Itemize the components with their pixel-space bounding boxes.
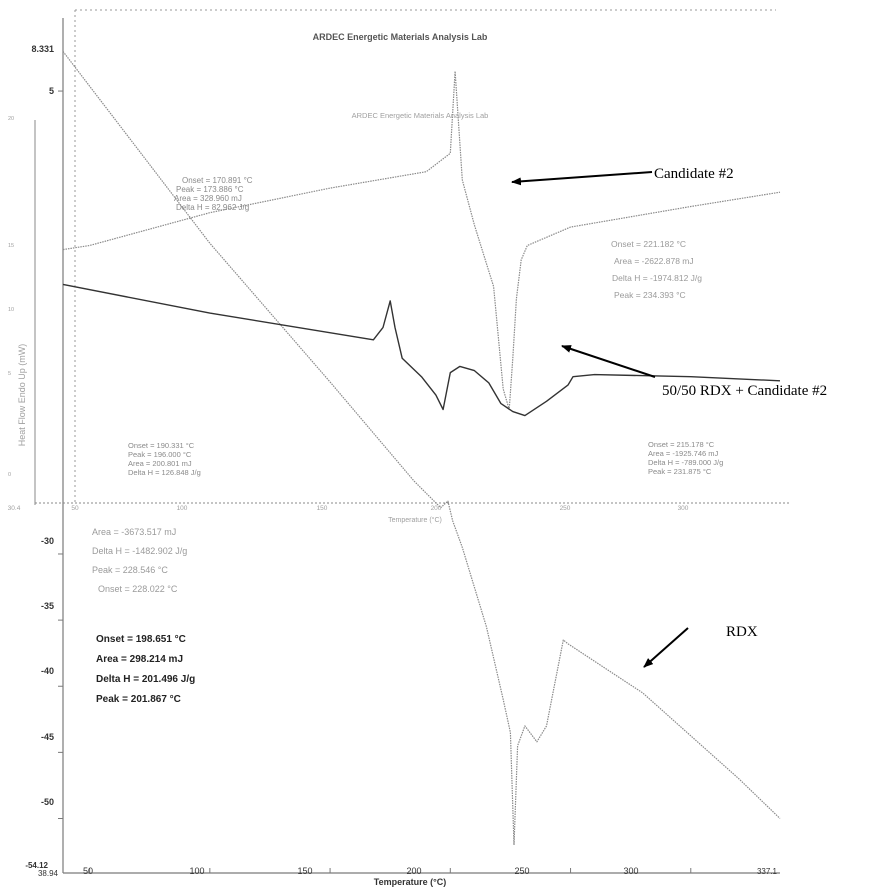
y-tick-label: -40 xyxy=(41,666,54,676)
annotation-line: Area = -3673.517 mJ xyxy=(92,527,176,537)
y-tick-label: -50 xyxy=(41,797,54,807)
mix-label: 50/50 RDX + Candidate #2 xyxy=(662,383,827,399)
annotation-line: Onset = 198.651 °C xyxy=(96,634,186,645)
annotation-line: Onset = 221.182 °C xyxy=(611,239,686,249)
annotation-line: Peak = 196.000 °C xyxy=(128,450,192,459)
inner-y-tick-label: 15 xyxy=(8,243,14,249)
annotation-rdx-endo: Onset = 198.651 °C Area = 298.214 mJ Del… xyxy=(96,634,195,705)
rdx-arrow xyxy=(643,627,689,668)
annotation-line: Area = 298.214 mJ xyxy=(96,654,183,665)
inner-y-tick-labels: 20 15 10 5 0 xyxy=(8,116,14,478)
inner-y-axis-label: Heat Flow Endo Up (mW) xyxy=(17,344,27,447)
inner-y-tick-label: 10 xyxy=(8,307,14,313)
annotation-line: Peak = 234.393 °C xyxy=(614,290,686,300)
y-tick-labels: 8.331 5 -30 -35 -40 -45 -50 -54.12 xyxy=(25,44,54,870)
inner-x-tick-label: 150 xyxy=(317,505,328,512)
inner-x-tick-label: 50 xyxy=(71,505,79,512)
y-tick-label: 8.331 xyxy=(31,44,54,54)
annotation-line: Peak = 231.875 °C xyxy=(648,467,712,476)
inner-x-tick-labels: 30.4 50 100 150 200 250 300 xyxy=(8,505,689,512)
annotation-line: Onset = 170.891 °C xyxy=(182,176,253,185)
annotation-mix-endo: Onset = 190.331 °C Peak = 196.000 °C Are… xyxy=(128,441,201,477)
inner-x-tick-label: 30.4 xyxy=(8,505,21,512)
y-tick-label: -35 xyxy=(41,601,54,611)
x-axis-label: Temperature (°C) xyxy=(374,877,446,887)
mix-arrow xyxy=(561,345,656,378)
y-tick-label: 5 xyxy=(49,86,54,96)
annotation-line: Area = 200.801 mJ xyxy=(128,459,192,468)
annotation-candidate2-endo: Onset = 170.891 °C Peak = 173.886 °C Are… xyxy=(174,176,253,212)
inner-chart-title: ARDEC Energetic Materials Analysis Lab xyxy=(352,111,489,120)
inner-y-tick-label: 20 xyxy=(8,116,14,122)
annotation-rdx-exo: Area = -3673.517 mJ Delta H = -1482.902 … xyxy=(92,527,187,594)
x-tick-label: 100 xyxy=(189,866,204,876)
inner-x-tick-label: 300 xyxy=(678,505,689,512)
annotation-line: Delta H = -1974.812 J/g xyxy=(612,273,702,283)
x-tick-label: 300 xyxy=(623,866,638,876)
x-tick-label: 200 xyxy=(406,866,421,876)
annotation-line: Peak = 201.867 °C xyxy=(96,694,181,705)
candidate2-arrow xyxy=(511,171,653,186)
tick-marks xyxy=(58,90,692,873)
inner-y-tick-label: 5 xyxy=(8,371,11,377)
inner-x-tick-label: 200 xyxy=(431,505,442,512)
y-tick-label: -30 xyxy=(41,536,54,546)
y-tick-label: -54.12 xyxy=(25,861,48,870)
annotation-line: Delta H = 82.962 J/g xyxy=(176,203,249,212)
rdx-label: RDX xyxy=(726,624,758,640)
annotation-candidate2-exo: Onset = 221.182 °C Area = -2622.878 mJ D… xyxy=(611,239,702,300)
x-tick-label: 50 xyxy=(83,866,93,876)
inner-x-tick-label: 250 xyxy=(560,505,571,512)
annotation-line: Onset = 228.022 °C xyxy=(98,584,178,594)
annotation-mix-exo: Onset = 215.178 °C Area = -1925.746 mJ D… xyxy=(648,440,723,476)
mix-trace xyxy=(62,283,781,417)
rdx-trace xyxy=(62,51,781,846)
traces xyxy=(62,51,781,846)
candidate2-label: Candidate #2 xyxy=(654,166,734,182)
x-tick-label: 250 xyxy=(514,866,529,876)
chart-frames xyxy=(34,9,790,874)
annotation-line: Delta H = 126.848 J/g xyxy=(128,468,201,477)
annotation-line: Peak = 228.546 °C xyxy=(92,565,168,575)
annotation-line: Area = -1925.746 mJ xyxy=(648,449,719,458)
annotation-line: Area = -2622.878 mJ xyxy=(614,256,694,266)
x-tick-label: 38.94 xyxy=(38,869,59,878)
inner-x-axis-label: Temperature (°C) xyxy=(388,516,442,524)
x-tick-labels: 38.94 50 100 150 200 250 300 337.1 xyxy=(38,866,778,878)
annotation-line: Delta H = -789.000 J/g xyxy=(648,458,723,467)
y-tick-label: -45 xyxy=(41,732,54,742)
inner-y-tick-label: 0 xyxy=(8,472,11,478)
annotation-line: Delta H = 201.496 J/g xyxy=(96,674,195,685)
annotation-line: Onset = 215.178 °C xyxy=(648,440,715,449)
annotation-line: Delta H = -1482.902 J/g xyxy=(92,546,187,556)
x-tick-label: 150 xyxy=(297,866,312,876)
chart-title: ARDEC Energetic Materials Analysis Lab xyxy=(313,32,488,42)
inner-x-tick-label: 100 xyxy=(177,505,188,512)
x-tick-label: 337.1 xyxy=(757,867,778,876)
annotation-line: Area = 328.960 mJ xyxy=(174,194,242,203)
annotation-line: Peak = 173.886 °C xyxy=(176,185,244,194)
annotation-line: Onset = 190.331 °C xyxy=(128,441,195,450)
